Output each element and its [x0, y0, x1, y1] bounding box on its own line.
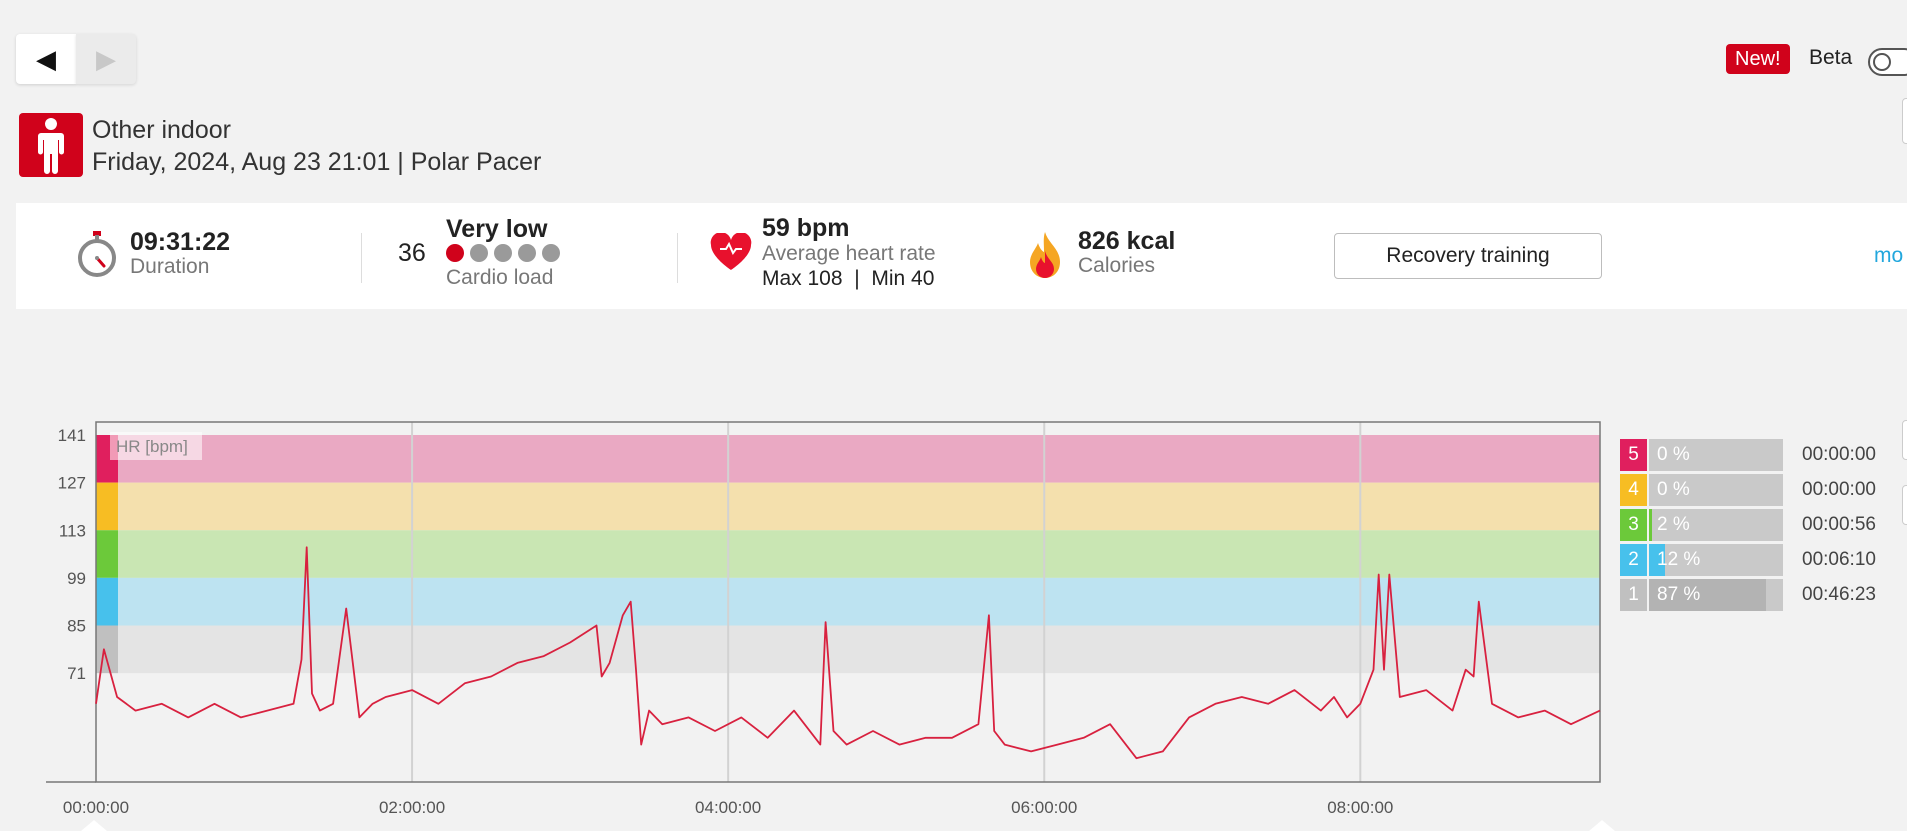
cardio-load-dot: [494, 244, 512, 262]
beta-toggle[interactable]: [1868, 48, 1907, 76]
zone-row-5: 5 0 % 00:00:00: [1620, 439, 1907, 471]
previous-button[interactable]: ◀: [16, 34, 76, 84]
zone-number: 5: [1620, 439, 1647, 471]
y-tick-label: 85: [67, 617, 86, 636]
zone-band-1: [96, 625, 1600, 674]
zone-row-3: 3 2 % 00:00:56: [1620, 509, 1907, 541]
avg-hr-value: 59 bpm: [762, 214, 850, 242]
summary-bar: 09:31:22 Duration 36 Very low Cardio loa…: [16, 203, 1907, 309]
zone-percent: 0 %: [1657, 479, 1690, 500]
plot-frame: [95, 421, 1601, 783]
new-badge: New!: [1726, 44, 1790, 74]
training-benefit-button[interactable]: Recovery training: [1334, 233, 1602, 279]
zone-percent: 2 %: [1657, 514, 1690, 535]
zone-percent: 12 %: [1657, 549, 1701, 570]
zone-time: 00:46:23: [1802, 584, 1876, 605]
zone-strip-3: [96, 530, 118, 578]
zone-strip-1: [96, 625, 118, 674]
cardio-load-dot: [518, 244, 536, 262]
zone-percent: 0 %: [1657, 444, 1690, 465]
left-arrow-icon: ◀: [36, 43, 56, 74]
zone-band-4: [96, 482, 1600, 531]
zone-band-5: [96, 435, 1600, 483]
legend-background: [110, 432, 202, 460]
more-link[interactable]: mo: [1874, 244, 1904, 267]
y-tick-label: 141: [58, 426, 86, 445]
range-handle-start[interactable]: [81, 820, 107, 831]
cardio-load-label: Cardio load: [446, 266, 554, 289]
y-tick-label: 71: [67, 664, 86, 683]
zone-bar: 12 %: [1649, 544, 1783, 576]
zone-percent: 87 %: [1657, 584, 1701, 605]
hr-max-min: Max 108 | Min 40: [762, 267, 935, 290]
zone-number: 3: [1620, 509, 1647, 541]
zone-row-2: 2 12 % 00:06:10: [1620, 544, 1907, 576]
zone-row-1: 1 87 % 00:46:23: [1620, 579, 1907, 611]
toggle-knob: [1873, 53, 1891, 71]
zone-time: 00:00:00: [1802, 479, 1876, 500]
zone-bar-fill: [1649, 579, 1766, 611]
heart-rate-chart: 00:00:00 02:00:00 04:00:00 06:00:00 08:00:00…: [46, 421, 1601, 817]
cardio-load-dot: [446, 244, 464, 262]
duration-label: Duration: [130, 255, 210, 278]
side-panel-tab[interactable]: [1902, 485, 1907, 525]
zone-bar: 0 %: [1649, 474, 1783, 506]
y-tick-label: 127: [58, 474, 86, 493]
zone-number: 2: [1620, 544, 1647, 576]
zone-strip-4: [96, 482, 118, 531]
right-arrow-icon: ▶: [96, 43, 116, 74]
next-button[interactable]: ▶: [76, 34, 136, 84]
calories-label: Calories: [1078, 254, 1156, 277]
x-tick-label: 02:00:00: [379, 798, 445, 817]
flame-icon: [1028, 231, 1062, 284]
zone-bar-fill: [1649, 509, 1652, 541]
zone-strip-2: [96, 577, 118, 626]
zone-number: 1: [1620, 579, 1647, 611]
cardio-load-score: 36: [398, 239, 426, 267]
x-tick-label: 08:00:00: [1327, 798, 1393, 817]
side-panel-tab[interactable]: [1902, 420, 1907, 460]
person-standing-icon: [19, 113, 83, 177]
cardio-load-level: Very low: [446, 215, 548, 243]
zone-bar: 87 %: [1649, 579, 1783, 611]
y-tick-label: 99: [67, 569, 86, 588]
cardio-load-dot: [542, 244, 560, 262]
zone-band-3: [96, 530, 1600, 578]
cardio-load-dot: [470, 244, 488, 262]
page-title: Other indoor: [92, 116, 231, 144]
zone-bar-fill: [1649, 544, 1666, 576]
stopwatch-icon: [76, 231, 118, 284]
hr-legend-label: HR [bpm]: [116, 437, 188, 456]
zone-row-4: 4 0 % 00:00:00: [1620, 474, 1907, 506]
avg-hr-label: Average heart rate: [762, 242, 936, 265]
heart-rate-line: [95, 546, 1601, 760]
range-handle-end[interactable]: [1589, 820, 1615, 831]
side-panel-tab[interactable]: [1902, 98, 1907, 144]
zone-bar: 0 %: [1649, 439, 1783, 471]
x-tick-label: 06:00:00: [1011, 798, 1077, 817]
x-tick-label: 00:00:00: [63, 798, 129, 817]
calories-value: 826 kcal: [1078, 227, 1176, 255]
activity-nav: ◀ ▶: [16, 34, 140, 84]
heart-icon: [710, 232, 752, 276]
x-tick-label: 04:00:00: [695, 798, 761, 817]
session-subtitle: Friday, 2024, Aug 23 21:01 | Polar Pacer: [92, 148, 542, 176]
duration-value: 09:31:22: [130, 228, 231, 256]
cardio-load-dots: [446, 244, 560, 262]
zone-bar: 2 %: [1649, 509, 1783, 541]
zone-number: 4: [1620, 474, 1647, 506]
y-tick-label: 113: [59, 521, 86, 540]
divider: [677, 233, 678, 283]
beta-label: Beta: [1809, 46, 1853, 69]
zone-time: 00:06:10: [1802, 549, 1876, 570]
zone-band-2: [96, 577, 1600, 626]
zone-time: 00:00:00: [1802, 444, 1876, 465]
divider: [361, 233, 362, 283]
zone-time: 00:00:56: [1802, 514, 1876, 535]
